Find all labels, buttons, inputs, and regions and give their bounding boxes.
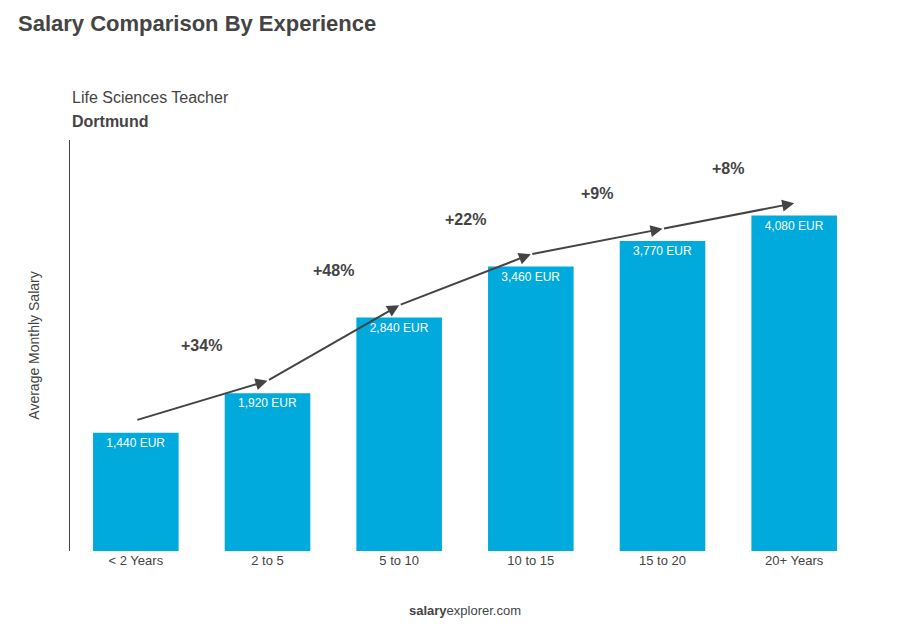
svg-text:salaryexplorer.com: salaryexplorer.com [409,603,521,618]
svg-text:15 to 20: 15 to 20 [639,553,686,568]
svg-text:< 2 Years: < 2 Years [109,553,164,568]
svg-text:10 to 15: 10 to 15 [507,553,554,568]
svg-text:4,080 EUR: 4,080 EUR [765,219,824,233]
svg-text:+9%: +9% [581,185,613,202]
svg-text:2 to 5: 2 to 5 [251,553,284,568]
svg-text:Life Sciences Teacher: Life Sciences Teacher [72,89,229,106]
svg-text:Salary Comparison By Experienc: Salary Comparison By Experience [18,11,376,36]
svg-text:3,460 EUR: 3,460 EUR [501,270,560,284]
svg-text:Dortmund: Dortmund [72,113,148,130]
svg-text:+8%: +8% [712,160,744,177]
svg-text:3,770 EUR: 3,770 EUR [633,244,692,258]
svg-text:+48%: +48% [313,262,354,279]
svg-text:2,840 EUR: 2,840 EUR [370,321,429,335]
svg-text:+34%: +34% [181,337,222,354]
svg-text:5 to 10: 5 to 10 [379,553,419,568]
svg-text:1,440 EUR: 1,440 EUR [106,436,165,450]
svg-text:20+ Years: 20+ Years [765,553,824,568]
svg-text:1,920 EUR: 1,920 EUR [238,396,297,410]
svg-text:+22%: +22% [445,211,486,228]
svg-text:Average Monthly Salary: Average Monthly Salary [26,271,42,419]
